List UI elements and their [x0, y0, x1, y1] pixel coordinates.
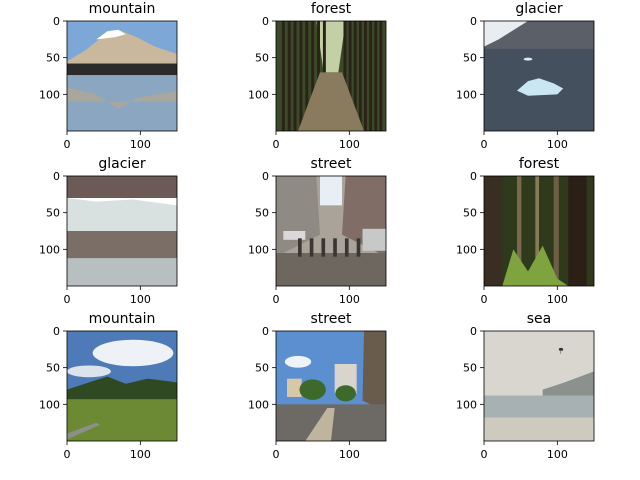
y-tick-label: 100: [39, 398, 60, 411]
x-tick-label: 100: [547, 293, 568, 306]
y-tick-label: 50: [46, 207, 60, 220]
x-tick-label: 0: [64, 448, 71, 461]
panel-image: [484, 21, 594, 131]
panel-frame: [275, 20, 387, 132]
panel-frame: [483, 330, 595, 442]
panel-title: glacier: [515, 1, 563, 17]
x-tick-label: 0: [481, 293, 488, 306]
panel-title: sea: [527, 311, 552, 327]
y-tick-label: 50: [255, 207, 269, 220]
panel-title: forest: [311, 1, 352, 17]
panel-title: glacier: [98, 156, 146, 172]
y-tick-label: 50: [463, 207, 477, 220]
y-tick-label: 100: [456, 398, 477, 411]
y-tick-label: 100: [248, 243, 269, 256]
x-tick-label: 0: [273, 138, 280, 151]
panel-5: street 0 50 100 0 100: [248, 156, 387, 306]
panel-title: street: [311, 156, 352, 172]
x-tick-label: 0: [481, 138, 488, 151]
y-tick-label: 50: [46, 52, 60, 65]
panel-4: glacier 0 50 100 0 100: [39, 156, 178, 306]
y-tick-label: 50: [463, 362, 477, 375]
panel-2: forest 0 50 100 0 100: [248, 1, 387, 151]
y-tick-label: 0: [53, 170, 60, 183]
y-tick-label: 100: [248, 398, 269, 411]
y-tick-label: 0: [262, 325, 269, 338]
panel-frame: [483, 20, 595, 132]
x-tick-label: 0: [481, 448, 488, 461]
panel-image: [67, 331, 177, 441]
y-tick-label: 0: [53, 15, 60, 28]
panel-frame: [483, 175, 595, 287]
y-tick-label: 0: [470, 15, 477, 28]
panel-frame: [66, 330, 178, 442]
panel-frame: [275, 330, 387, 442]
panel-image: [67, 21, 177, 131]
y-tick-label: 0: [53, 325, 60, 338]
y-tick-label: 0: [262, 170, 269, 183]
y-tick-label: 50: [255, 362, 269, 375]
x-tick-label: 100: [339, 138, 360, 151]
panel-3: glacier 0 50 100 0 100: [456, 1, 595, 151]
x-tick-label: 100: [547, 448, 568, 461]
panel-frame: [66, 175, 178, 287]
x-tick-label: 0: [64, 138, 71, 151]
panel-image: [484, 176, 594, 286]
panel-8: street 0 50 100 0 100: [248, 311, 387, 461]
y-tick-label: 50: [46, 362, 60, 375]
x-tick-label: 100: [547, 138, 568, 151]
panel-9: sea 0 50 100 0 100: [456, 311, 595, 461]
panel-title: mountain: [89, 1, 156, 17]
panel-title: street: [311, 311, 352, 327]
x-tick-label: 0: [273, 293, 280, 306]
y-tick-label: 0: [262, 15, 269, 28]
x-tick-label: 100: [339, 293, 360, 306]
panel-6: forest 0 50 100 0 100: [456, 156, 595, 306]
y-tick-label: 100: [456, 88, 477, 101]
y-tick-label: 100: [39, 88, 60, 101]
panel-image: [276, 331, 386, 441]
panel-title: forest: [519, 156, 560, 172]
x-tick-label: 100: [130, 293, 151, 306]
y-tick-label: 50: [255, 52, 269, 65]
panel-1: mountain 0 50 100 0 100: [39, 1, 178, 151]
panel-frame: [66, 20, 178, 132]
panel-image: [67, 176, 177, 286]
panel-title: mountain: [89, 311, 156, 327]
panel-frame: [275, 175, 387, 287]
y-tick-label: 50: [463, 52, 477, 65]
x-tick-label: 100: [339, 448, 360, 461]
y-tick-label: 100: [456, 243, 477, 256]
panel-image: [276, 176, 386, 286]
x-tick-label: 100: [130, 138, 151, 151]
x-tick-label: 0: [64, 293, 71, 306]
panel-image: [276, 21, 386, 131]
y-tick-label: 100: [39, 243, 60, 256]
x-tick-label: 0: [273, 448, 280, 461]
y-tick-label: 100: [248, 88, 269, 101]
panel-image: [484, 331, 594, 441]
y-tick-label: 0: [470, 325, 477, 338]
panel-7: mountain 0 50 100 0 100: [39, 311, 178, 461]
x-tick-label: 100: [130, 448, 151, 461]
y-tick-label: 0: [470, 170, 477, 183]
